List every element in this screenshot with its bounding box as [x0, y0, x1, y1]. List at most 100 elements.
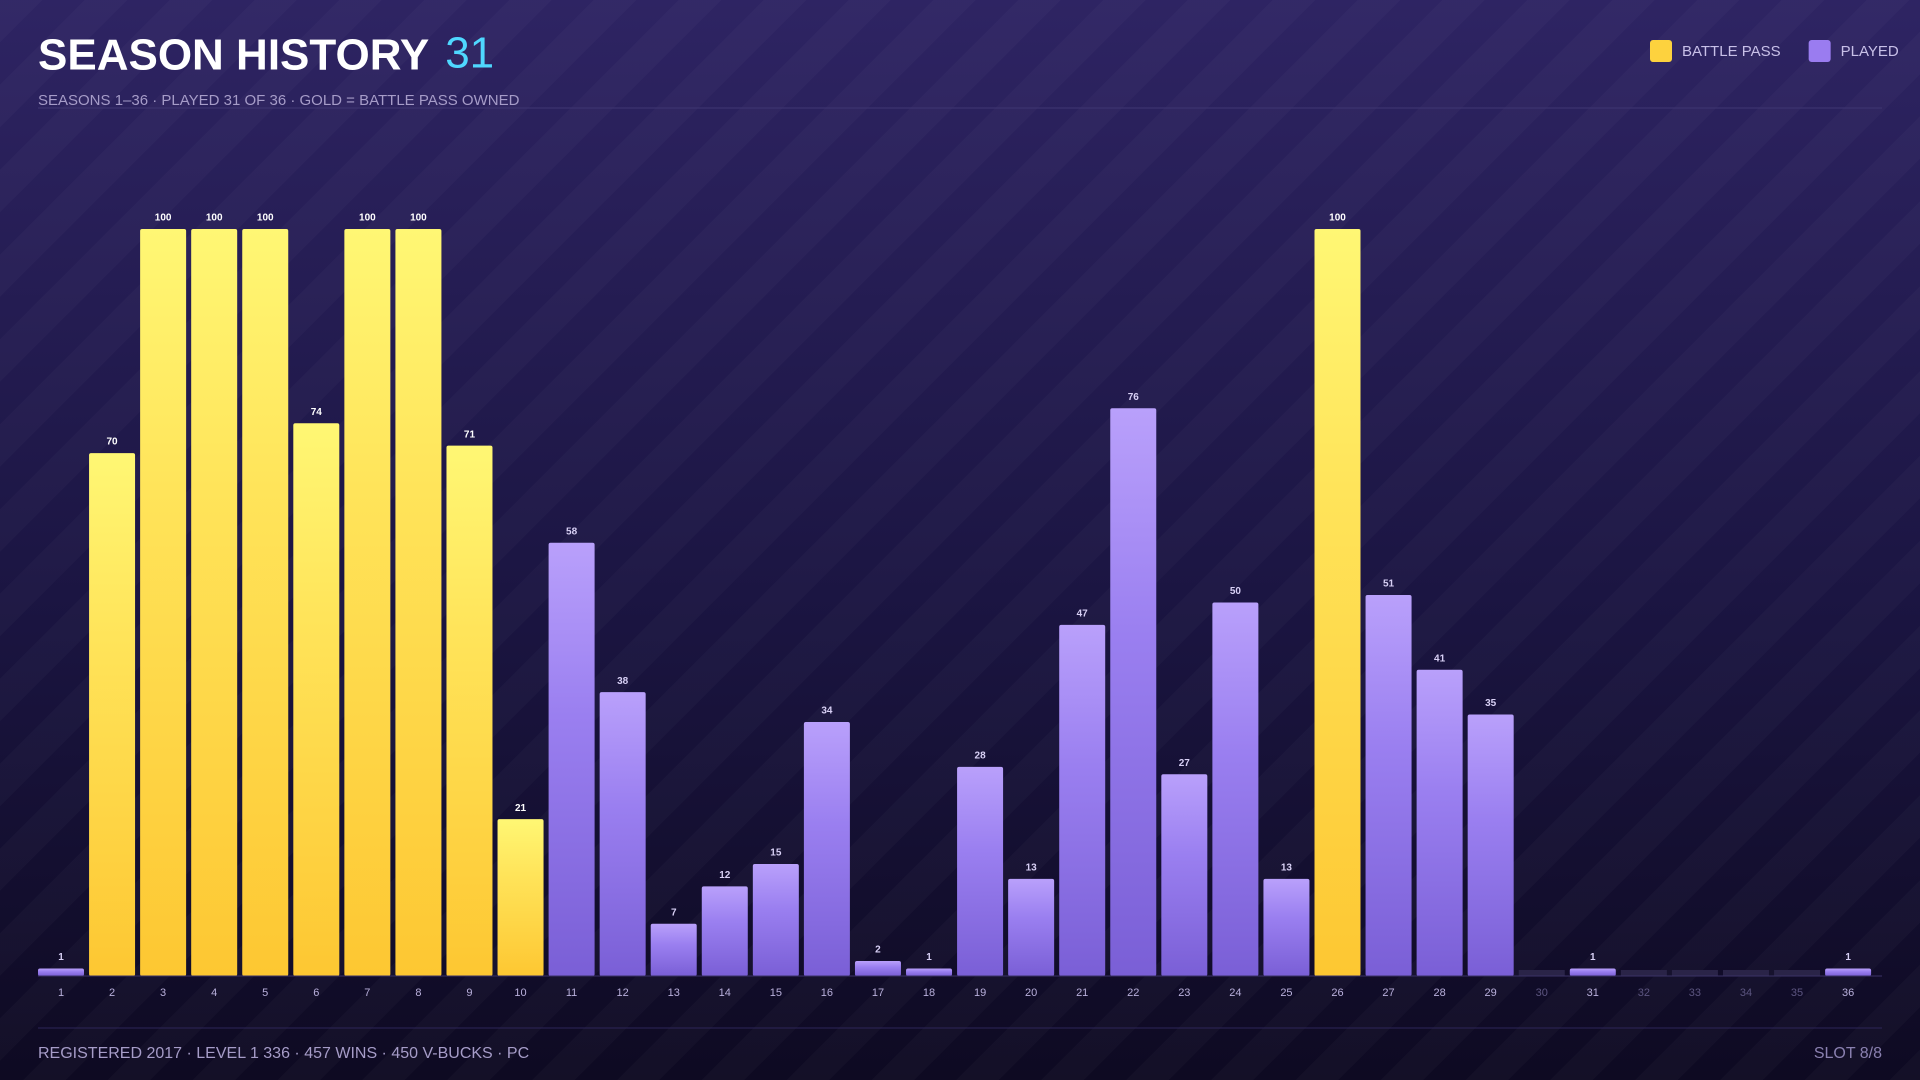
x-tick-label: 4: [211, 987, 217, 999]
x-tick-label: 14: [719, 987, 731, 999]
value-label: 35: [1485, 698, 1497, 709]
bar: [1825, 968, 1872, 976]
x-tick-label: 10: [514, 987, 526, 999]
subtitle: SEASONS 1–36 · PLAYED 31 OF 36 · GOLD = …: [38, 92, 520, 109]
value-label: 100: [155, 213, 172, 224]
bar: [854, 961, 901, 976]
value-label: 28: [975, 750, 987, 761]
x-tick-label: 36: [1842, 987, 1854, 999]
bar: [1467, 714, 1514, 976]
value-label: 100: [1329, 213, 1346, 224]
bar: [752, 863, 799, 976]
value-label: 58: [566, 526, 578, 537]
x-tick-label: 17: [872, 987, 884, 999]
x-tick-label: 24: [1229, 987, 1241, 999]
value-label: 47: [1077, 609, 1089, 620]
value-label: 41: [1434, 653, 1446, 664]
x-tick-label: 11: [566, 987, 577, 999]
value-label: 2: [875, 945, 881, 956]
empty-slot: [1722, 970, 1769, 976]
x-tick-label: 8: [415, 987, 421, 999]
x-tick-label: 33: [1689, 987, 1701, 999]
bar: [242, 229, 289, 976]
x-tick-label: 31: [1587, 987, 1599, 999]
value-label: 100: [206, 213, 223, 224]
x-tick-label: 27: [1382, 987, 1394, 999]
x-tick-label: 2: [109, 987, 115, 999]
value-label: 1: [926, 952, 932, 963]
x-tick-label: 23: [1178, 987, 1190, 999]
value-label: 1: [1590, 952, 1596, 963]
bar: [1161, 774, 1208, 976]
x-tick-label: 7: [364, 987, 370, 999]
value-label: 21: [515, 803, 527, 814]
value-label: 13: [1026, 863, 1038, 874]
x-tick-label: 30: [1536, 987, 1548, 999]
x-tick-label: 34: [1740, 987, 1752, 999]
bar: [701, 886, 748, 976]
value-label: 13: [1281, 863, 1293, 874]
x-tick-label: 6: [313, 987, 319, 999]
x-tick-label: 26: [1331, 987, 1343, 999]
value-label: 71: [464, 429, 476, 440]
value-label: 100: [257, 213, 274, 224]
bar: [38, 968, 84, 976]
x-tick-label: 15: [770, 987, 782, 999]
x-tick-label: 1: [58, 987, 64, 999]
value-label: 15: [770, 848, 782, 859]
value-label: 7: [671, 907, 677, 918]
x-tick-label: 16: [821, 987, 833, 999]
x-tick-label: 21: [1076, 987, 1088, 999]
bar: [1059, 624, 1106, 976]
value-label: 76: [1128, 392, 1140, 403]
legend-swatch: [1650, 40, 1672, 62]
x-tick-label: 29: [1485, 987, 1497, 999]
x-tick-label: 18: [923, 987, 935, 999]
title-count: 31: [445, 29, 494, 78]
bar: [1314, 229, 1361, 976]
value-label: 27: [1179, 758, 1191, 769]
empty-slot: [1518, 970, 1565, 976]
x-tick-label: 20: [1025, 987, 1037, 999]
empty-slot: [1671, 970, 1718, 976]
bar: [803, 722, 850, 976]
empty-slot: [1774, 970, 1821, 976]
x-tick-label: 35: [1791, 987, 1803, 999]
x-tick-label: 28: [1433, 987, 1445, 999]
bar: [395, 229, 442, 976]
value-label: 70: [106, 437, 118, 448]
value-label: 1: [58, 952, 64, 963]
value-label: 100: [410, 213, 427, 224]
x-tick-label: 9: [466, 987, 472, 999]
legend-label: BATTLE PASS: [1682, 43, 1781, 60]
bar: [548, 542, 595, 976]
empty-slot: [1620, 970, 1667, 976]
bar: [957, 766, 1004, 976]
legend-swatch: [1808, 40, 1831, 62]
x-tick-label: 13: [668, 987, 680, 999]
bar: [1416, 669, 1463, 976]
footer: REGISTERED 2017 · LEVEL 1 336 · 457 WINS…: [38, 1045, 529, 1062]
bar: [1110, 408, 1157, 976]
x-tick-label: 19: [974, 987, 986, 999]
bar: [906, 968, 953, 976]
bar: [344, 229, 391, 976]
value-label: 38: [617, 676, 629, 687]
bar: [191, 229, 238, 976]
bar: [1008, 878, 1055, 976]
bar: [599, 692, 646, 976]
bar: [497, 819, 544, 976]
bar: [650, 923, 697, 976]
bar: [1569, 968, 1616, 976]
x-tick-label: 32: [1638, 987, 1650, 999]
x-tick-label: 5: [262, 987, 268, 999]
value-label: 12: [719, 870, 731, 881]
bar: [1365, 595, 1412, 976]
bar: [446, 445, 493, 976]
title: SEASON HISTORY: [38, 31, 429, 80]
x-tick-label: 22: [1127, 987, 1139, 999]
value-label: 1: [1845, 952, 1851, 963]
bar: [140, 229, 187, 976]
